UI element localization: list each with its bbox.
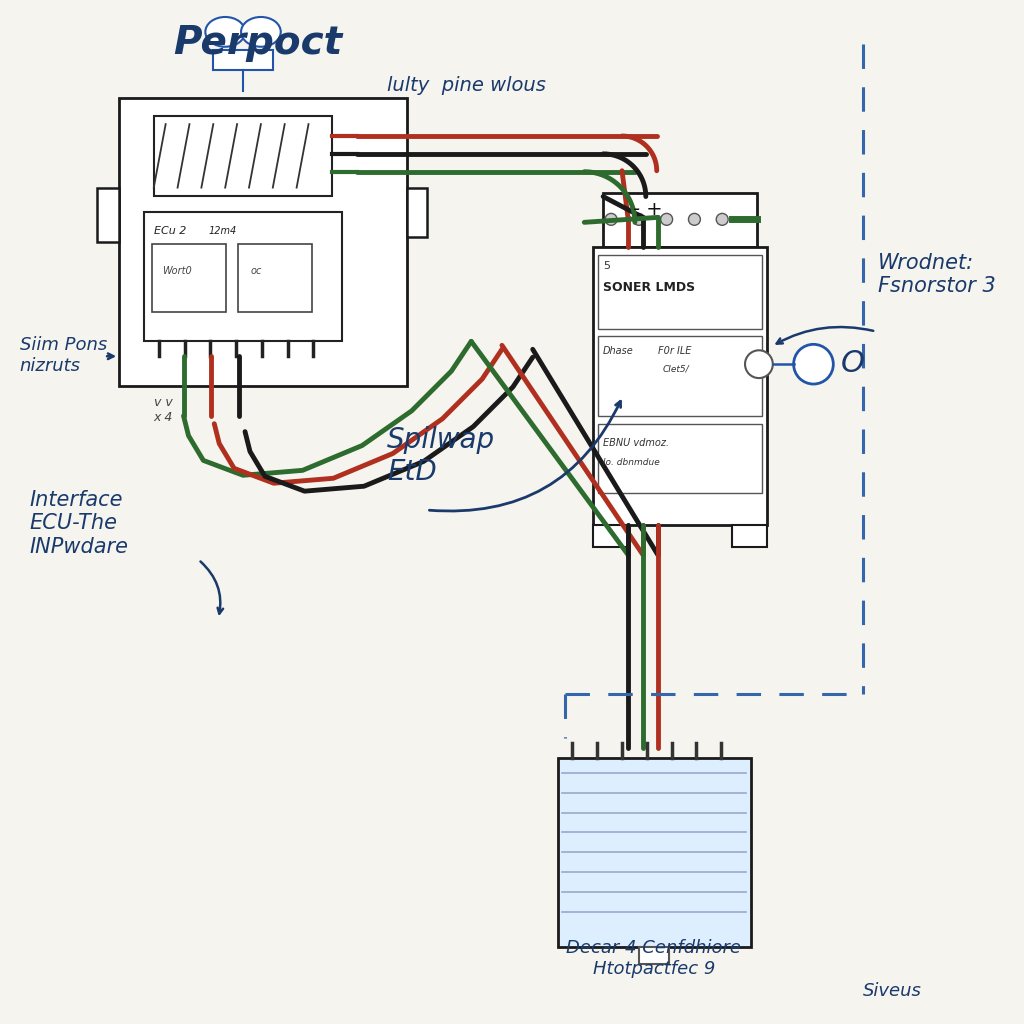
Text: 12m4: 12m4 [208, 226, 237, 237]
Circle shape [605, 213, 617, 225]
FancyBboxPatch shape [639, 946, 669, 965]
FancyBboxPatch shape [603, 193, 757, 247]
Circle shape [633, 213, 645, 225]
Circle shape [745, 350, 773, 378]
Text: CIet5/: CIet5/ [663, 365, 689, 373]
FancyBboxPatch shape [732, 525, 767, 547]
Text: F0r ILE: F0r ILE [657, 346, 691, 356]
Text: SONER LMDS: SONER LMDS [603, 281, 695, 294]
Ellipse shape [241, 17, 281, 47]
Text: Decar 4 Cenfdhiore
Htotpactfec 9: Decar 4 Cenfdhiore Htotpactfec 9 [566, 939, 741, 978]
Text: 5: 5 [603, 261, 610, 271]
FancyBboxPatch shape [119, 98, 407, 386]
Text: Siim Pons
nizruts: Siim Pons nizruts [19, 336, 108, 375]
FancyBboxPatch shape [213, 50, 272, 70]
Text: v v
x 4: v v x 4 [154, 395, 173, 424]
FancyBboxPatch shape [152, 244, 226, 311]
FancyBboxPatch shape [593, 247, 767, 525]
Text: Siveus: Siveus [863, 982, 922, 1000]
Text: Dhase: Dhase [603, 346, 634, 356]
Circle shape [716, 213, 728, 225]
Text: EBNU vdmoz.: EBNU vdmoz. [603, 437, 670, 447]
FancyBboxPatch shape [598, 255, 762, 330]
Circle shape [660, 213, 673, 225]
FancyBboxPatch shape [598, 424, 762, 494]
Text: lulty  pine wlous: lulty pine wlous [387, 77, 546, 95]
FancyBboxPatch shape [143, 212, 342, 341]
Ellipse shape [206, 17, 245, 47]
Text: Interface
ECU-The
INPwdare: Interface ECU-The INPwdare [30, 490, 129, 557]
Text: ECu 2: ECu 2 [154, 226, 186, 237]
FancyBboxPatch shape [407, 187, 427, 238]
Text: Wrodnet:
Fsnorstor 3: Wrodnet: Fsnorstor 3 [878, 253, 995, 296]
FancyBboxPatch shape [593, 525, 628, 547]
FancyBboxPatch shape [154, 116, 333, 196]
FancyBboxPatch shape [598, 337, 762, 416]
Text: oc: oc [251, 266, 262, 275]
Circle shape [794, 344, 834, 384]
Text: Perpoct: Perpoct [174, 24, 343, 61]
FancyBboxPatch shape [239, 244, 312, 311]
Text: Wort0: Wort0 [162, 266, 191, 275]
FancyBboxPatch shape [97, 187, 119, 242]
Circle shape [688, 213, 700, 225]
FancyBboxPatch shape [557, 758, 751, 946]
Text: - +: - + [633, 201, 663, 219]
Text: O: O [842, 349, 865, 378]
Text: lo. dbnmdue: lo. dbnmdue [603, 459, 659, 467]
Text: Spilwap
EtD: Spilwap EtD [387, 426, 495, 486]
